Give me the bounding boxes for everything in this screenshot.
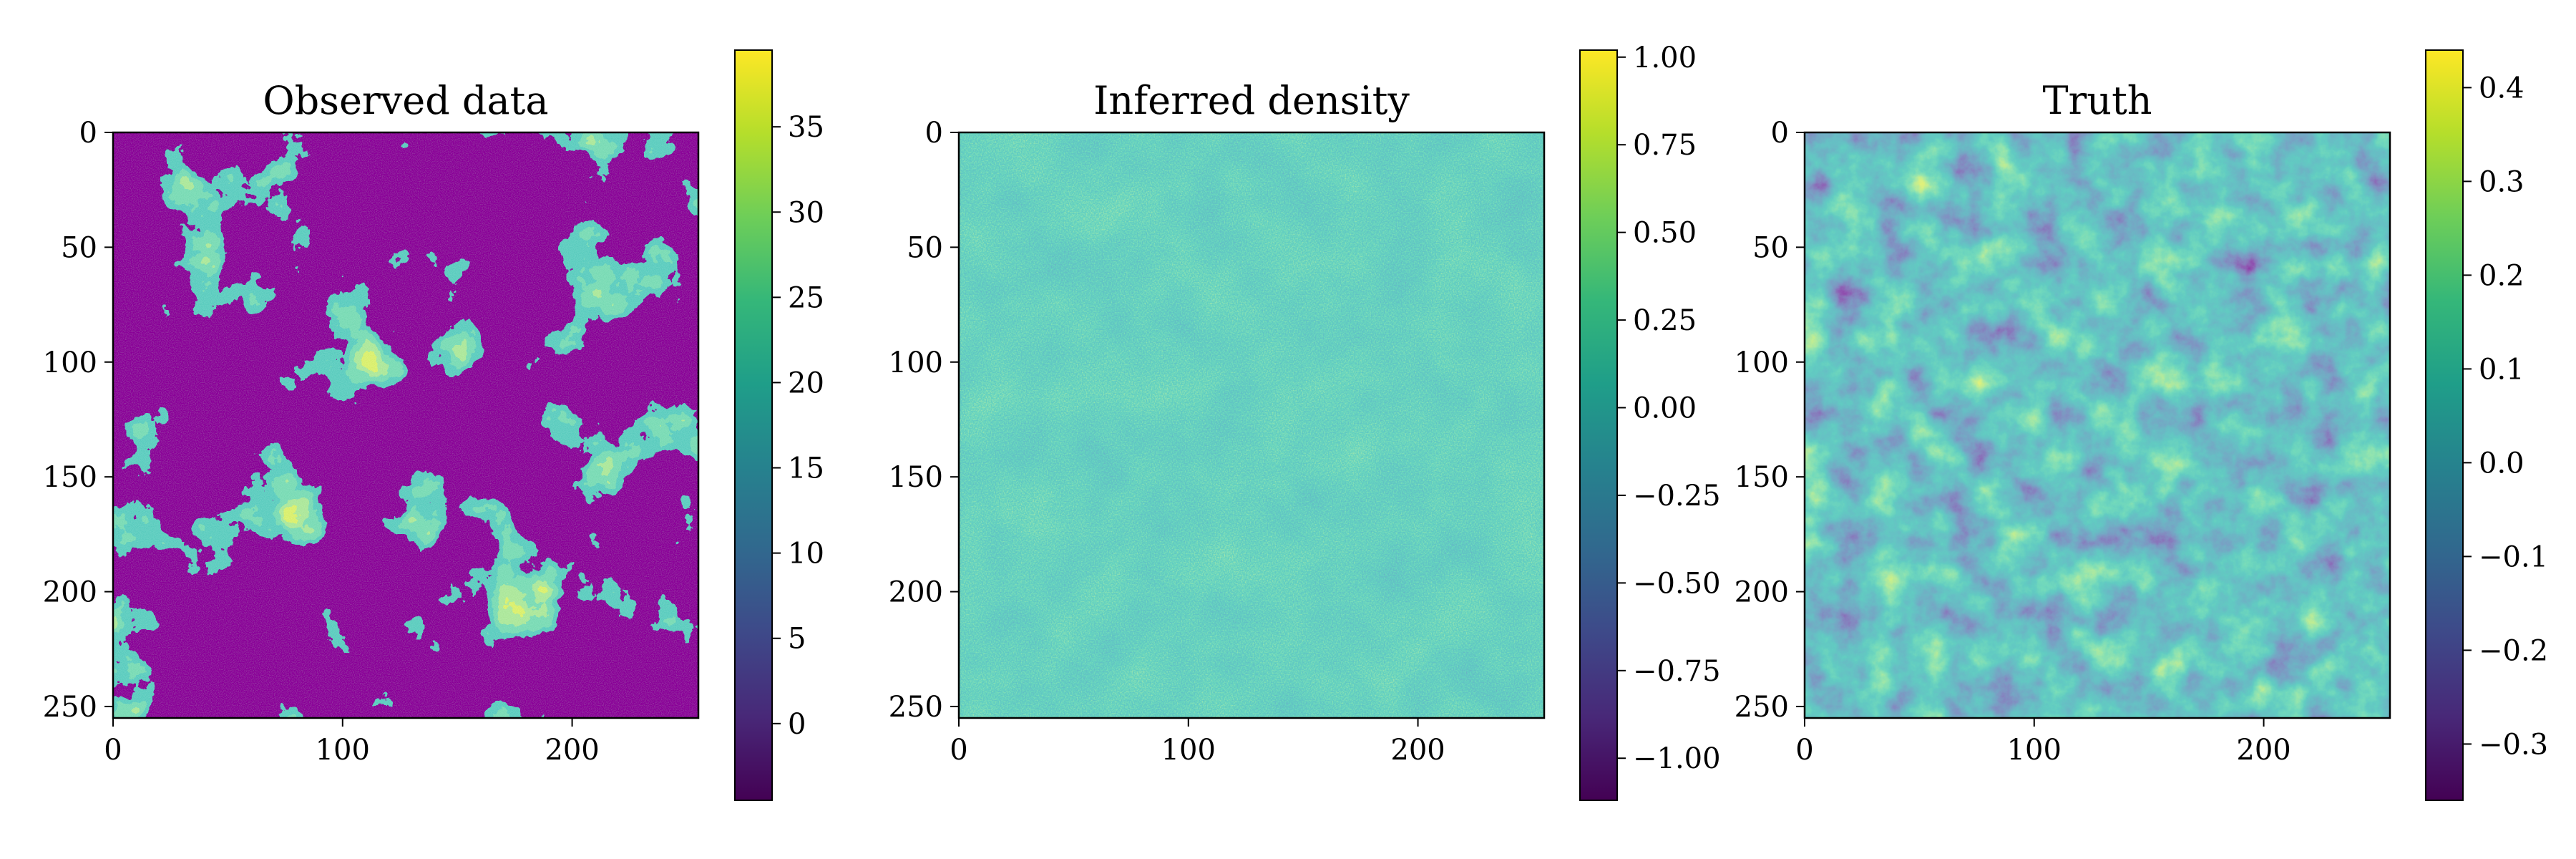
x-tick-label: 0 — [1795, 734, 1813, 767]
y-tick-label: 0 — [79, 117, 97, 150]
colorbar-tick-label: 0 — [788, 708, 806, 741]
y-tick-label: 100 — [889, 346, 943, 379]
y-tick-label: 200 — [1735, 576, 1789, 609]
colorbar-tick-label: −0.25 — [1633, 480, 1721, 513]
colorbar-tick-label: −0.3 — [2479, 728, 2548, 761]
axes-frame — [1803, 131, 2391, 719]
y-tick-label: 150 — [889, 461, 943, 494]
y-tick-label: 100 — [43, 346, 97, 379]
colorbar-tick-label: 35 — [788, 111, 824, 144]
y-tick-label: 50 — [1752, 231, 1789, 264]
colorbar-tick-label: 0.3 — [2479, 165, 2524, 198]
colorbar-tick-label: 0.25 — [1633, 304, 1697, 337]
x-tick-label: 200 — [2236, 734, 2290, 767]
colorbar-tick-label: 0.00 — [1633, 392, 1697, 425]
y-tick-label: 200 — [889, 576, 943, 609]
y-tick-label: 150 — [1735, 461, 1789, 494]
colorbar-tick-label: 0.4 — [2479, 72, 2524, 105]
colorbar-tick-label: 20 — [788, 367, 824, 399]
y-tick-label: 250 — [889, 691, 943, 724]
colorbar-tick-label: −1.00 — [1633, 742, 1721, 775]
colorbar-tick-label: 0.75 — [1633, 129, 1697, 162]
axes-frame — [957, 131, 1546, 719]
y-tick-label: 0 — [1771, 117, 1789, 150]
colorbar-tick-label: 15 — [788, 452, 824, 485]
y-tick-label: 200 — [43, 576, 97, 609]
heatmap-inferred — [959, 132, 1544, 718]
y-tick-label: 250 — [1735, 691, 1789, 724]
colorbar-tick-label: 25 — [788, 281, 824, 314]
y-tick-label: 250 — [43, 691, 97, 724]
y-tick-label: 0 — [925, 117, 943, 150]
x-tick-label: 100 — [316, 734, 370, 767]
chart-title: Observed data — [263, 78, 548, 123]
colorbar-frame — [2425, 49, 2464, 801]
colorbar-tick-label: 1.00 — [1633, 42, 1697, 74]
heatmap-observed — [113, 132, 698, 718]
colorbar — [2426, 50, 2463, 800]
y-tick-label: 150 — [43, 461, 97, 494]
colorbar-tick-label: 0.50 — [1633, 217, 1697, 250]
colorbar — [735, 50, 772, 800]
x-tick-label: 0 — [950, 734, 967, 767]
colorbar-tick-label: 10 — [788, 538, 824, 571]
colorbar-tick-label: 0.1 — [2479, 353, 2524, 386]
y-tick-label: 50 — [61, 231, 97, 264]
x-tick-label: 100 — [1161, 734, 1216, 767]
axes-frame — [112, 131, 700, 719]
colorbar — [1580, 50, 1617, 800]
y-tick-label: 50 — [907, 231, 943, 264]
chart-title: Inferred density — [1093, 78, 1410, 123]
y-tick-label: 100 — [1735, 346, 1789, 379]
x-tick-label: 0 — [104, 734, 122, 767]
panel-inferred: Inferred density 0 100 200 0 50 100 150 200 250 1.… — [889, 42, 1721, 801]
colorbar-frame — [1579, 49, 1618, 801]
panel-truth: Truth 0 100 200 0 50 100 150 200 250 0.4 0.3 0.2 0.1 0… — [1735, 49, 2548, 801]
x-tick-label: 200 — [545, 734, 599, 767]
x-tick-label: 200 — [1390, 734, 1445, 767]
colorbar-tick-label: 30 — [788, 196, 824, 229]
x-tick-label: 100 — [2007, 734, 2062, 767]
colorbar-frame — [734, 49, 773, 801]
heatmap-truth — [1805, 132, 2390, 718]
colorbar-tick-label: 0.2 — [2479, 259, 2524, 292]
colorbar-tick-label: 5 — [788, 623, 806, 656]
colorbar-tick-label: −0.50 — [1633, 567, 1721, 600]
colorbar-tick-label: 0.0 — [2479, 447, 2524, 480]
chart-title: Truth — [2042, 78, 2152, 123]
colorbar-tick-label: −0.75 — [1633, 655, 1721, 688]
colorbar-tick-label: −0.2 — [2479, 634, 2548, 667]
colorbar-tick-label: −0.1 — [2479, 540, 2548, 573]
